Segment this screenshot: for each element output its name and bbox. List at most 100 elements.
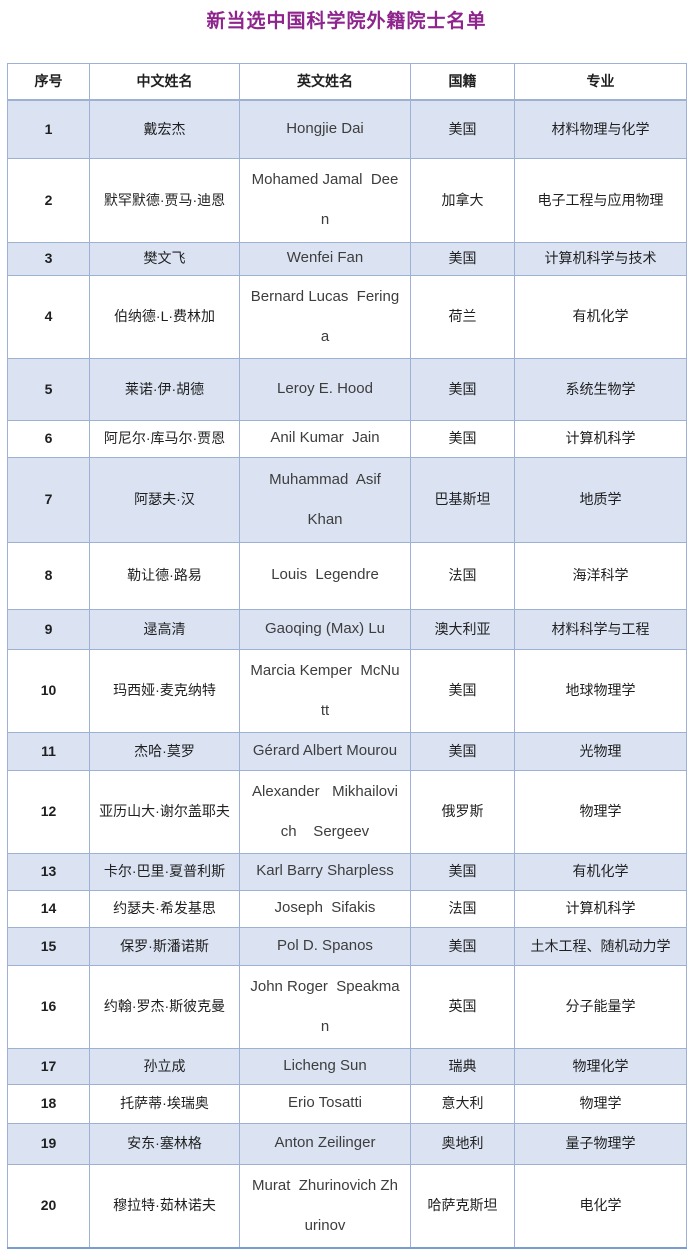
cell-english-name: Muhammad Asif Khan	[239, 456, 411, 543]
cell-nationality: 美国	[410, 731, 515, 771]
table-row: 10 玛西娅·麦克纳特 Marcia Kemper McNu tt 美国 地球物…	[7, 648, 687, 733]
table-row: 7 阿瑟夫·汉 Muhammad Asif Khan 巴基斯坦 地质学	[7, 456, 687, 543]
cell-specialty: 物理化学	[514, 1047, 687, 1085]
cell-specialty: 系统生物学	[514, 357, 687, 421]
cell-english-name: Karl Barry Sharpless	[239, 852, 411, 891]
cell-specialty: 计算机科学	[514, 419, 687, 458]
table-header-row: 序号 中文姓名 英文姓名 国籍 专业	[7, 63, 687, 101]
cell-index: 19	[7, 1122, 90, 1165]
cell-index: 2	[7, 157, 90, 243]
cell-chinese-name: 勒让德·路易	[89, 541, 240, 610]
cell-index: 17	[7, 1047, 90, 1085]
cell-index: 4	[7, 274, 90, 359]
cell-english-name: Gaoqing (Max) Lu	[239, 608, 411, 650]
table-row: 16 约翰·罗杰·斯彼克曼 John Roger Speakma n 英国 分子…	[7, 964, 687, 1049]
cell-english-name: Erio Tosatti	[239, 1083, 411, 1124]
cell-nationality: 荷兰	[410, 274, 515, 359]
cell-nationality: 美国	[410, 357, 515, 421]
cell-specialty: 物理学	[514, 1083, 687, 1124]
cell-specialty: 材料科学与工程	[514, 608, 687, 650]
cell-index: 5	[7, 357, 90, 421]
cell-nationality: 巴基斯坦	[410, 456, 515, 543]
cell-nationality: 美国	[410, 99, 515, 159]
cell-english-name: Marcia Kemper McNu tt	[239, 648, 411, 733]
cell-nationality: 澳大利亚	[410, 608, 515, 650]
col-header-english-name: 英文姓名	[239, 63, 411, 101]
cell-specialty: 地球物理学	[514, 648, 687, 733]
cell-nationality: 俄罗斯	[410, 769, 515, 854]
cell-specialty: 有机化学	[514, 274, 687, 359]
cell-index: 8	[7, 541, 90, 610]
col-header-nationality: 国籍	[410, 63, 515, 101]
table-row: 1 戴宏杰 Hongjie Dai 美国 材料物理与化学	[7, 99, 687, 159]
cell-english-name: Leroy E. Hood	[239, 357, 411, 421]
cell-index: 16	[7, 964, 90, 1049]
cell-chinese-name: 约翰·罗杰·斯彼克曼	[89, 964, 240, 1049]
cell-english-name: John Roger Speakma n	[239, 964, 411, 1049]
cell-english-name: Anil Kumar Jain	[239, 419, 411, 458]
table-row: 14 约瑟夫·希发基思 Joseph Sifakis 法国 计算机科学	[7, 889, 687, 928]
cell-chinese-name: 默罕默德·贾马·迪恩	[89, 157, 240, 243]
cell-english-name: Bernard Lucas Fering a	[239, 274, 411, 359]
cell-english-name: Licheng Sun	[239, 1047, 411, 1085]
cell-index: 6	[7, 419, 90, 458]
cell-english-name: Mohamed Jamal Dee n	[239, 157, 411, 243]
cell-nationality: 法国	[410, 889, 515, 928]
cell-specialty: 计算机科学	[514, 889, 687, 928]
table-row: 9 逯高清 Gaoqing (Max) Lu 澳大利亚 材料科学与工程	[7, 608, 687, 650]
cell-specialty: 材料物理与化学	[514, 99, 687, 159]
table-row: 15 保罗·斯潘诺斯 Pol D. Spanos 美国 土木工程、随机动力学	[7, 926, 687, 966]
cell-chinese-name: 穆拉特·茹林诺夫	[89, 1163, 240, 1248]
cell-nationality: 哈萨克斯坦	[410, 1163, 515, 1248]
cell-english-name: Anton Zeilinger	[239, 1122, 411, 1165]
table-row: 5 莱诺·伊·胡德 Leroy E. Hood 美国 系统生物学	[7, 357, 687, 421]
table-row: 20 穆拉特·茹林诺夫 Murat Zhurinovich Zh urinov …	[7, 1163, 687, 1248]
cell-chinese-name: 杰哈·莫罗	[89, 731, 240, 771]
table-row: 18 托萨蒂·埃瑞奥 Erio Tosatti 意大利 物理学	[7, 1083, 687, 1124]
table-row: 2 默罕默德·贾马·迪恩 Mohamed Jamal Dee n 加拿大 电子工…	[7, 157, 687, 243]
table-row: 4 伯纳德·L·费林加 Bernard Lucas Fering a 荷兰 有机…	[7, 274, 687, 359]
table-row: 12 亚历山大·谢尔盖耶夫 Alexander Mikhailovi ch Se…	[7, 769, 687, 854]
cell-index: 15	[7, 926, 90, 966]
cell-english-name: Gérard Albert Mourou	[239, 731, 411, 771]
table-row: 19 安东·塞林格 Anton Zeilinger 奥地利 量子物理学	[7, 1122, 687, 1165]
cell-english-name: Louis Legendre	[239, 541, 411, 610]
cell-chinese-name: 阿尼尔·库马尔·贾恩	[89, 419, 240, 458]
cell-specialty: 电子工程与应用物理	[514, 157, 687, 243]
cell-nationality: 意大利	[410, 1083, 515, 1124]
cell-chinese-name: 伯纳德·L·费林加	[89, 274, 240, 359]
cell-chinese-name: 樊文飞	[89, 241, 240, 276]
cell-index: 13	[7, 852, 90, 891]
cell-index: 10	[7, 648, 90, 733]
cell-nationality: 美国	[410, 419, 515, 458]
page: 新当选中国科学院外籍院士名单 序号 中文姓名 英文姓名 国籍 专业 1 戴宏杰 …	[0, 6, 693, 1249]
cell-index: 3	[7, 241, 90, 276]
cell-english-name: Pol D. Spanos	[239, 926, 411, 966]
members-table: 序号 中文姓名 英文姓名 国籍 专业 1 戴宏杰 Hongjie Dai 美国 …	[7, 63, 687, 1249]
cell-chinese-name: 莱诺·伊·胡德	[89, 357, 240, 421]
cell-index: 7	[7, 456, 90, 543]
cell-english-name: Joseph Sifakis	[239, 889, 411, 928]
cell-index: 18	[7, 1083, 90, 1124]
cell-chinese-name: 玛西娅·麦克纳特	[89, 648, 240, 733]
cell-nationality: 加拿大	[410, 157, 515, 243]
table-row: 8 勒让德·路易 Louis Legendre 法国 海洋科学	[7, 541, 687, 610]
cell-nationality: 奥地利	[410, 1122, 515, 1165]
col-header-chinese-name: 中文姓名	[89, 63, 240, 101]
cell-nationality: 美国	[410, 648, 515, 733]
cell-index: 1	[7, 99, 90, 159]
cell-chinese-name: 孙立成	[89, 1047, 240, 1085]
cell-index: 11	[7, 731, 90, 771]
cell-nationality: 美国	[410, 852, 515, 891]
cell-english-name: Alexander Mikhailovi ch Sergeev	[239, 769, 411, 854]
cell-specialty: 物理学	[514, 769, 687, 854]
cell-chinese-name: 亚历山大·谢尔盖耶夫	[89, 769, 240, 854]
cell-nationality: 英国	[410, 964, 515, 1049]
cell-specialty: 分子能量学	[514, 964, 687, 1049]
col-header-specialty: 专业	[514, 63, 687, 101]
table-row: 3 樊文飞 Wenfei Fan 美国 计算机科学与技术	[7, 241, 687, 276]
table-row: 11 杰哈·莫罗 Gérard Albert Mourou 美国 光物理	[7, 731, 687, 771]
cell-english-name: Murat Zhurinovich Zh urinov	[239, 1163, 411, 1248]
cell-specialty: 有机化学	[514, 852, 687, 891]
page-title: 新当选中国科学院外籍院士名单	[206, 11, 487, 32]
